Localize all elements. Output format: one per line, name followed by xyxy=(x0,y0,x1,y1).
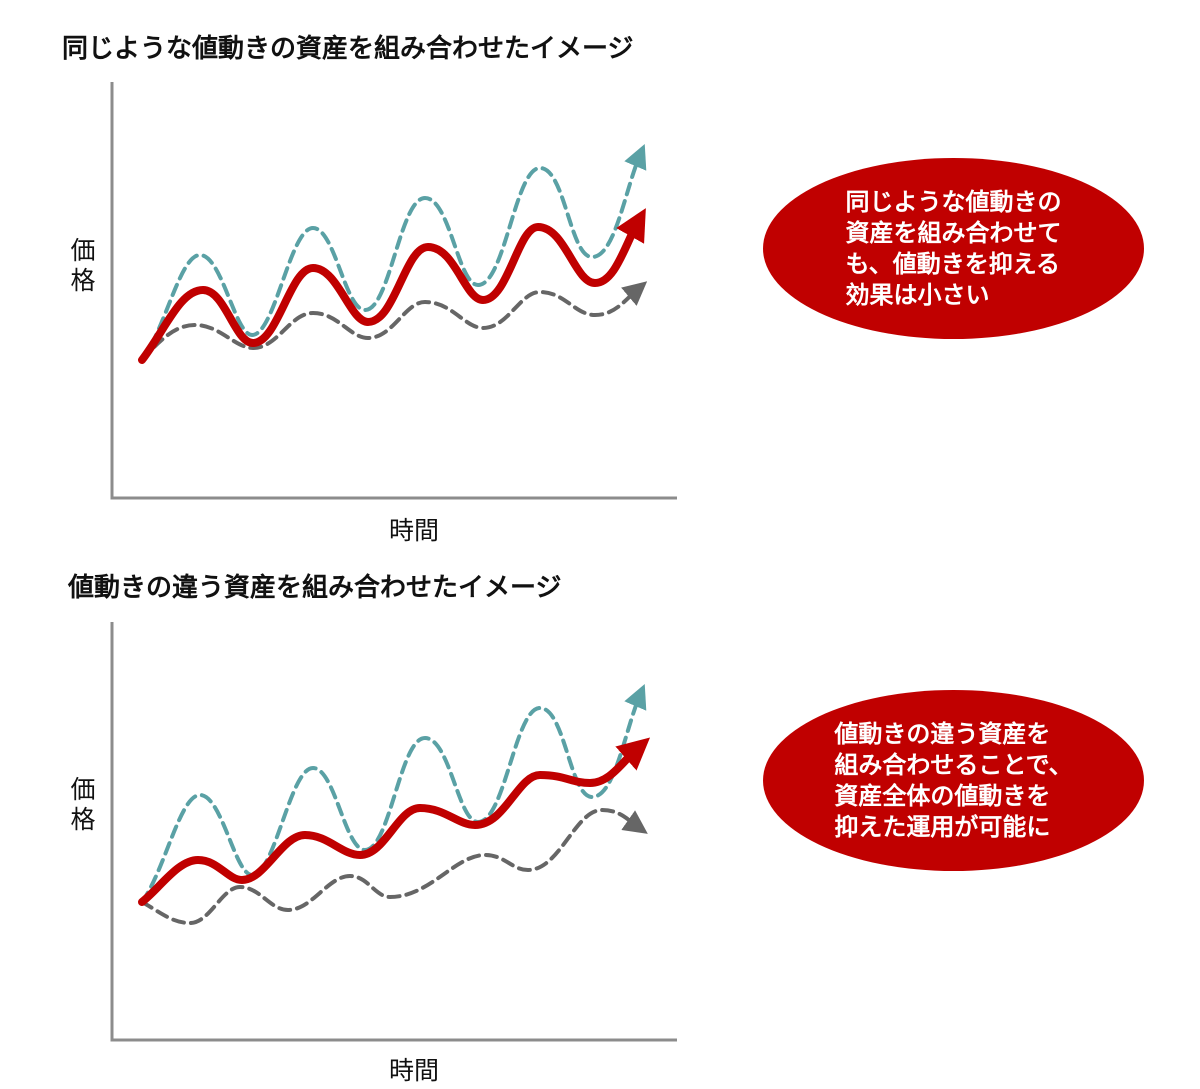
y-label-char: 格 xyxy=(70,266,96,295)
y-label-char: 格 xyxy=(70,805,96,834)
callout-line: 効果は小さい xyxy=(845,280,990,309)
panel-1-y-axis-label: 価 格 xyxy=(68,236,98,296)
callout-line: 組み合わせることで、 xyxy=(834,750,1073,779)
panel-2-callout-bubble: 値動きの違う資産を 組み合わせることで、 資産全体の値動きを 抑えた運用が可能に xyxy=(763,690,1144,871)
panel-1-callout-text: 同じような値動きの 資産を組み合わせて も、値動きを抑える 効果は小さい xyxy=(846,187,1062,311)
panel-1-red-line xyxy=(138,208,646,364)
panel-1-axes xyxy=(110,82,677,500)
callout-line: 抑えた運用が可能に xyxy=(834,812,1051,841)
y-label-char: 価 xyxy=(70,775,96,804)
callout-line: 値動きの違う資産を xyxy=(834,719,1051,748)
panel-1-series xyxy=(138,143,648,364)
callout-line: 同じような値動きの xyxy=(845,187,1062,216)
panel-2-series xyxy=(138,683,651,926)
panel-1-teal-line xyxy=(140,143,647,362)
panel-1-callout-bubble: 同じような値動きの 資産を組み合わせて も、値動きを抑える 効果は小さい xyxy=(763,158,1144,339)
panel-2-title: 値動きの違う資産を組み合わせたイメージ xyxy=(68,573,562,603)
y-label-char: 価 xyxy=(70,236,96,265)
callout-line: 資産全体の値動きを xyxy=(834,781,1051,810)
panel-2-callout-text: 値動きの違う資産を 組み合わせることで、 資産全体の値動きを 抑えた運用が可能に xyxy=(834,719,1072,843)
panel-2-gray-line xyxy=(140,807,648,926)
callout-line: も、値動きを抑える xyxy=(845,249,1061,278)
panel-1-gray-line xyxy=(140,281,648,362)
callout-line: 資産を組み合わせて xyxy=(845,218,1062,247)
panel-2-axes xyxy=(110,622,677,1042)
panel-2-red-line xyxy=(138,737,651,906)
panel-2-y-axis-label: 価 格 xyxy=(68,775,98,835)
panel-2-x-axis-label: 時間 xyxy=(389,1056,440,1085)
panel-1-title: 同じような値動きの資産を組み合わせたイメージ xyxy=(62,34,634,64)
panel-2-teal-line xyxy=(140,683,647,904)
panel-1-x-axis-label: 時間 xyxy=(389,516,440,545)
